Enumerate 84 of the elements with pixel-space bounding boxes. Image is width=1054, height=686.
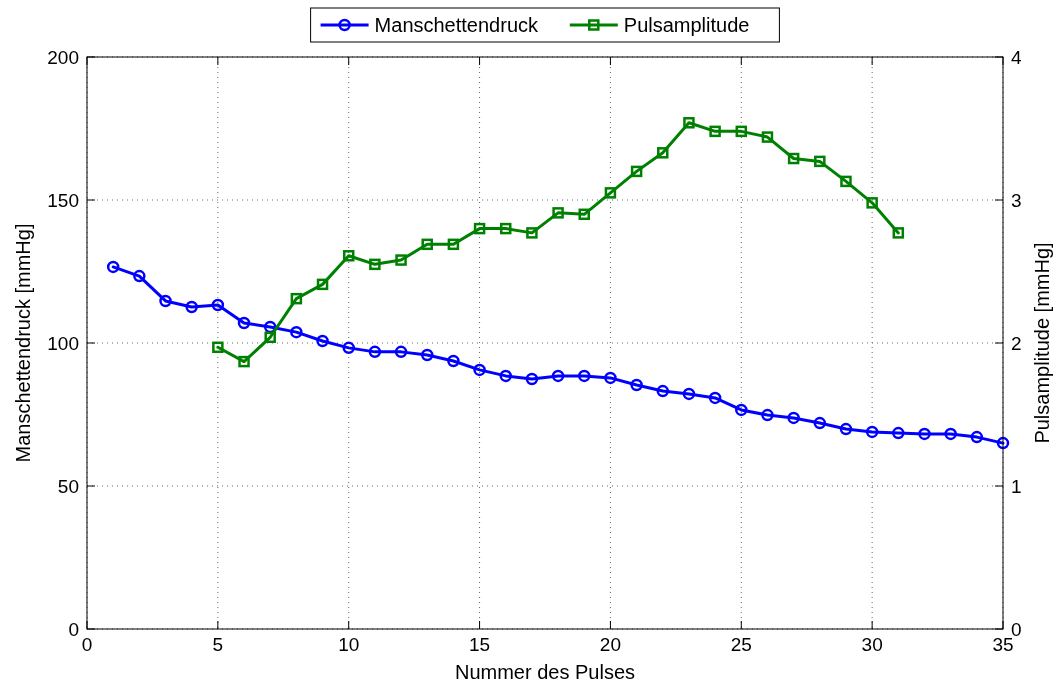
point bbox=[368, 345, 382, 359]
point bbox=[369, 258, 381, 271]
point bbox=[420, 348, 434, 362]
point bbox=[185, 300, 198, 314]
point bbox=[761, 408, 774, 422]
point bbox=[839, 422, 853, 436]
point bbox=[159, 294, 172, 308]
point bbox=[918, 427, 931, 441]
point bbox=[657, 147, 669, 159]
point bbox=[866, 197, 878, 209]
point bbox=[525, 372, 539, 386]
point bbox=[499, 222, 512, 235]
point bbox=[787, 152, 800, 165]
y-axis-title: Manschettendruck [mmHg] bbox=[12, 223, 34, 463]
x-axis-title: Nummer des Pulses bbox=[454, 661, 636, 683]
point bbox=[813, 416, 827, 430]
point bbox=[683, 117, 695, 129]
point bbox=[473, 222, 486, 235]
point bbox=[106, 260, 120, 274]
point bbox=[211, 298, 225, 312]
point bbox=[551, 369, 565, 383]
point bbox=[342, 341, 355, 355]
y2-tick-label: 4 bbox=[1011, 47, 1022, 68]
y2-tick-label: 3 bbox=[1011, 190, 1022, 211]
point bbox=[761, 131, 774, 143]
x-tick-label: 35 bbox=[992, 634, 1014, 655]
point bbox=[578, 208, 591, 221]
point bbox=[578, 369, 591, 383]
point bbox=[316, 334, 329, 348]
point bbox=[395, 254, 407, 266]
point bbox=[316, 278, 329, 291]
point bbox=[709, 125, 721, 138]
y2-tick-label: 0 bbox=[1011, 619, 1022, 640]
point bbox=[865, 425, 879, 439]
point bbox=[238, 355, 250, 368]
point bbox=[630, 378, 643, 392]
point bbox=[499, 369, 512, 383]
x-tick-label: 10 bbox=[338, 634, 360, 655]
x-tick-label: 5 bbox=[212, 634, 224, 655]
point bbox=[735, 125, 748, 138]
point bbox=[996, 436, 1010, 450]
x-tick-label: 25 bbox=[730, 634, 752, 655]
point bbox=[814, 155, 826, 168]
point bbox=[447, 354, 460, 368]
point bbox=[212, 341, 224, 354]
y-tick-label: 200 bbox=[47, 47, 79, 68]
point bbox=[840, 175, 852, 188]
y2-tick-label: 1 bbox=[1011, 476, 1022, 497]
point bbox=[892, 227, 905, 239]
point bbox=[342, 250, 355, 262]
legend-label: Manschettendruck bbox=[374, 14, 540, 36]
point bbox=[421, 238, 433, 251]
y-tick-label: 100 bbox=[47, 333, 79, 354]
point bbox=[656, 384, 670, 398]
point bbox=[447, 238, 460, 251]
y-tick-label: 150 bbox=[47, 190, 79, 211]
point bbox=[473, 363, 486, 377]
point bbox=[604, 371, 617, 385]
x-tick-label: 0 bbox=[81, 634, 93, 655]
point bbox=[290, 292, 303, 305]
point bbox=[787, 411, 800, 425]
point bbox=[708, 391, 722, 405]
x-tick-label: 20 bbox=[599, 634, 621, 655]
point bbox=[394, 345, 408, 359]
y-tick-label: 50 bbox=[57, 476, 79, 497]
point bbox=[735, 403, 748, 417]
point bbox=[264, 331, 276, 344]
point bbox=[604, 187, 617, 199]
point bbox=[682, 387, 696, 401]
point bbox=[237, 316, 251, 330]
point bbox=[892, 426, 905, 440]
point bbox=[552, 207, 564, 219]
point bbox=[290, 325, 303, 339]
y2-tick-label: 2 bbox=[1011, 333, 1022, 354]
point bbox=[970, 430, 984, 444]
y-tick-label: 0 bbox=[68, 619, 79, 640]
x-tick-label: 15 bbox=[469, 634, 491, 655]
y2-axis-title: Pulsamplitude [mmHg] bbox=[1031, 242, 1053, 444]
x-tick-label: 30 bbox=[861, 634, 883, 655]
legend-label: Pulsamplitude bbox=[623, 14, 750, 36]
point bbox=[133, 269, 146, 283]
point bbox=[630, 165, 643, 178]
point bbox=[526, 227, 538, 239]
point bbox=[944, 427, 957, 441]
